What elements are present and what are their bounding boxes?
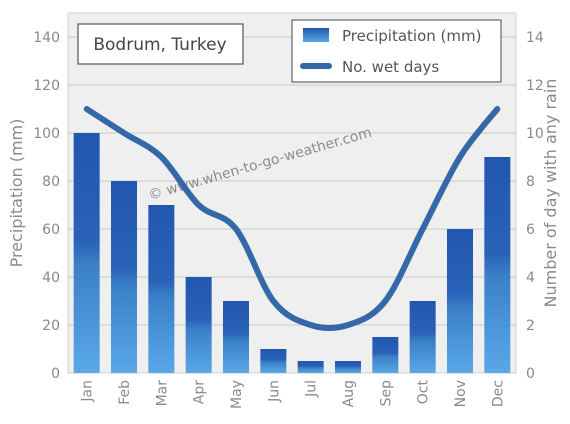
legend-wet-days-label: No. wet days <box>342 58 439 76</box>
x-tick-label-feb: Feb <box>117 380 133 405</box>
right-tick-label: 14 <box>526 30 544 46</box>
left-tick-label: 60 <box>42 222 60 238</box>
right-axis-label: Number of day with any rain <box>541 79 560 308</box>
x-tick-label-nov: Nov <box>453 380 469 407</box>
precipitation-bar-aug <box>335 361 361 373</box>
x-tick-label-may: May <box>229 380 245 409</box>
precipitation-bar-sep <box>372 337 399 373</box>
title-box: Bodrum, Turkey <box>77 23 244 65</box>
right-tick-label: 10 <box>526 126 544 142</box>
wet-days-line <box>83 106 501 331</box>
precipitation-bar-oct <box>409 301 436 373</box>
x-axis-ticks: Jan Feb Mar Apr May Jun Jul Aug Sep Oct Nov Dec <box>80 380 507 409</box>
legend: Precipitation (mm) No. wet days <box>291 19 502 83</box>
x-tick-label-jan: Jan <box>80 380 96 403</box>
precipitation-bar-dec <box>484 157 511 373</box>
legend-precipitation-label: Precipitation (mm) <box>342 27 481 45</box>
left-tick-label: 20 <box>42 318 60 334</box>
precipitation-bar-jul <box>297 361 324 373</box>
precipitation-bar-nov <box>447 229 473 373</box>
right-tick-label: 4 <box>526 270 535 286</box>
precipitation-bar-apr <box>185 277 212 373</box>
x-tick-label-aug: Aug <box>341 380 357 407</box>
x-tick-label-oct: Oct <box>416 380 432 405</box>
x-tick-label-jul: Jul <box>304 380 320 398</box>
right-axis-ticks: 0 2 4 6 8 10 12 14 <box>526 30 544 382</box>
left-tick-label: 40 <box>42 270 60 286</box>
precipitation-bar-may <box>223 301 249 373</box>
left-axis-ticks: 0 20 40 60 80 100 120 140 <box>33 30 60 382</box>
left-tick-label: 0 <box>51 366 60 382</box>
precipitation-bar-mar <box>148 205 175 373</box>
right-tick-label: 0 <box>526 366 535 382</box>
left-axis-label: Precipitation (mm) <box>7 119 26 268</box>
x-tick-label-jun: Jun <box>266 380 282 403</box>
precipitation-bar-jan <box>73 133 100 373</box>
x-tick-label-sep: Sep <box>378 380 394 407</box>
precipitation-bars <box>73 133 511 373</box>
left-tick-label: 80 <box>42 174 60 190</box>
precipitation-bar-feb <box>111 181 137 373</box>
left-tick-label: 120 <box>33 78 60 94</box>
x-tick-label-apr: Apr <box>192 380 208 404</box>
right-tick-label: 12 <box>526 78 544 94</box>
precipitation-bar-jun <box>260 349 287 373</box>
left-tick-label: 100 <box>33 126 60 142</box>
right-tick-label: 8 <box>526 174 535 190</box>
x-tick-label-dec: Dec <box>490 380 506 407</box>
x-tick-label-mar: Mar <box>154 380 170 407</box>
legend-precipitation-swatch <box>303 28 329 42</box>
right-tick-label: 2 <box>526 318 535 334</box>
wet-days-line-layer <box>83 106 501 331</box>
chart-title: Bodrum, Turkey <box>93 35 226 55</box>
right-tick-label: 6 <box>526 222 535 238</box>
left-tick-label: 140 <box>33 30 60 46</box>
